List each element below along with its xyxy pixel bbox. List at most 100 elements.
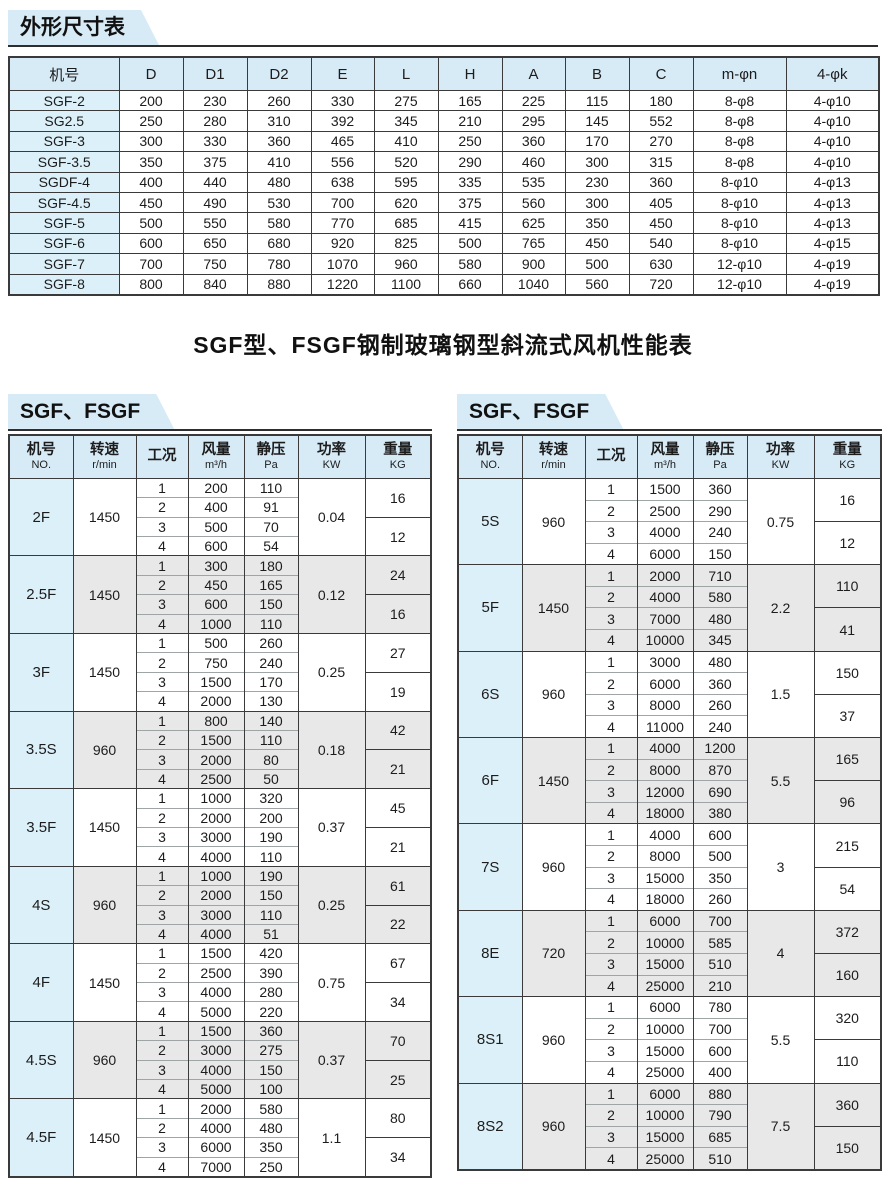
dimension-value-cell: 595 — [373, 171, 438, 193]
performance-airflow-cell: 6000 — [636, 542, 693, 565]
performance-weight-cell: 16 — [364, 477, 431, 518]
performance-airflow-cell: 4000 — [187, 982, 244, 1002]
performance-airflow-cell: 800 — [187, 710, 244, 731]
dimension-value-cell: 880 — [246, 273, 311, 295]
dimension-table-row: SGF-3.5 350 375 410 556 520 290 460 300 315 8-φ8 4-… — [8, 151, 879, 173]
performance-pressure-cell: 110 — [243, 613, 298, 634]
dimension-value-cell: 270 — [628, 130, 693, 152]
performance-table-row: 3 8000 260 37 — [458, 693, 881, 738]
performance-airflow-cell: 1500 — [187, 671, 244, 692]
performance-weight-cell: 110 — [813, 1039, 881, 1084]
performance-power-cell: 4 — [746, 909, 814, 997]
performance-airflow-cell: 600 — [187, 536, 244, 556]
dimension-value-cell: 625 — [501, 212, 565, 234]
performance-speed-cell: 960 — [521, 823, 585, 911]
performance-airflow-cell: 1000 — [187, 865, 244, 886]
performance-column-header: 重量 KG — [364, 434, 431, 479]
performance-table-row: 4 25000 510 — [458, 1147, 881, 1170]
performance-airflow-cell: 4000 — [636, 823, 693, 846]
performance-condition-cell: 4 — [584, 542, 637, 565]
performance-pressure-cell: 290 — [692, 499, 747, 522]
performance-table-row: 2 8000 500 — [458, 845, 881, 868]
performance-table-left: 机号 NO. 转速 r/min 工况 风量 m³/h 静压 Pa 功率 KW 重量 KG 2F 1450 1… — [8, 433, 432, 1178]
dimension-value-cell: 650 — [182, 232, 247, 254]
performance-condition-cell: 1 — [135, 1098, 188, 1119]
dimension-section-rule: 外形尺寸表 — [8, 10, 878, 47]
performance-condition-cell: 1 — [584, 564, 637, 587]
performance-speed-cell: 1450 — [521, 737, 585, 824]
performance-condition-cell: 3 — [135, 516, 188, 537]
performance-airflow-cell: 2000 — [187, 1098, 244, 1119]
performance-right-rule: SGF、FSGF — [457, 394, 882, 431]
performance-power-cell: 1.1 — [297, 1098, 365, 1177]
performance-condition-cell: 4 — [584, 715, 637, 738]
performance-model-cell: 7S — [457, 823, 522, 911]
performance-model-cell: 5S — [457, 477, 522, 565]
dimension-value-cell: 210 — [437, 110, 502, 132]
performance-airflow-cell: 2500 — [187, 768, 244, 789]
performance-condition-cell: 3 — [584, 1039, 637, 1062]
dimension-value-cell: 765 — [501, 232, 565, 254]
performance-pressure-cell: 240 — [243, 652, 298, 673]
performance-table-row: 2 2500 290 — [458, 499, 881, 522]
dimension-column-header: C — [628, 56, 693, 91]
dimension-column-header: A — [501, 56, 565, 91]
performance-column-header: 工况 — [135, 434, 188, 479]
performance-airflow-cell: 15000 — [636, 952, 693, 976]
performance-table-row: 4 11000 240 — [458, 715, 881, 738]
performance-pressure-cell: 190 — [243, 826, 298, 847]
performance-pressure-cell: 400 — [692, 1060, 747, 1084]
page-title: SGF型、FSGF钢制玻璃钢型斜流式风机性能表 — [193, 331, 693, 358]
performance-speed-cell: 1450 — [72, 943, 136, 1022]
dimension-value-cell: 825 — [373, 232, 438, 254]
performance-table-row: 3F 1450 1 500 260 0.25 27 — [8, 633, 431, 712]
performance-pressure-cell: 580 — [243, 1098, 298, 1119]
dimension-value-cell: 450 — [118, 191, 183, 213]
dimension-value-cell: 1220 — [310, 273, 374, 295]
performance-airflow-cell: 2500 — [636, 499, 693, 522]
performance-airflow-cell: 5000 — [187, 1079, 244, 1099]
performance-condition-cell: 3 — [135, 904, 188, 925]
performance-condition-cell: 4 — [135, 846, 188, 867]
performance-table-row: 2 10000 790 — [458, 1104, 881, 1127]
performance-table-row: 2 2000 200 — [9, 807, 431, 828]
performance-condition-cell: 2 — [135, 497, 188, 518]
dimension-value-cell: 4-φ13 — [785, 191, 879, 213]
performance-airflow-cell: 2000 — [187, 885, 244, 905]
performance-table-row: 3 4000 280 34 — [9, 982, 431, 1022]
dimension-column-header: 4-φk — [785, 56, 879, 91]
performance-power-cell: 1.5 — [746, 650, 814, 738]
performance-power-cell: 0.04 — [297, 477, 365, 556]
performance-condition-cell: 2 — [135, 574, 188, 595]
performance-column-header: 机号 NO. — [457, 434, 522, 479]
performance-airflow-cell: 10000 — [636, 931, 693, 954]
dimension-table-row: SGF-8 800 840 880 1220 1100 660 1040 560 720 12-φ1… — [8, 273, 879, 295]
dimension-value-cell: 490 — [182, 191, 247, 213]
performance-speed-cell: 1450 — [72, 555, 136, 634]
dimension-value-cell: 230 — [182, 89, 247, 111]
performance-pressure-cell: 880 — [692, 1082, 747, 1105]
dimension-table-row: SGF-2 200 230 260 330 275 165 225 115 180 8-φ8 4-φ1… — [8, 89, 879, 111]
performance-table-row: 3 15000 350 54 — [458, 866, 881, 911]
performance-weight-cell: 16 — [364, 594, 431, 634]
performance-airflow-cell: 3000 — [187, 1040, 244, 1061]
performance-pressure-cell: 140 — [243, 710, 298, 731]
performance-model-cell: 2.5F — [8, 555, 73, 634]
performance-airflow-cell: 8000 — [636, 693, 693, 716]
dimension-column-header: m-φn — [692, 56, 786, 91]
dimension-value-cell: 530 — [246, 191, 311, 213]
performance-pressure-cell: 110 — [243, 904, 298, 925]
performance-weight-cell: 150 — [813, 1125, 881, 1170]
performance-weight-cell: 19 — [364, 671, 431, 712]
performance-airflow-cell: 3000 — [187, 904, 244, 925]
performance-pressure-cell: 260 — [692, 693, 747, 716]
performance-pressure-cell: 345 — [692, 629, 747, 652]
performance-speed-cell: 720 — [521, 909, 585, 997]
dimension-value-cell: 8-φ10 — [692, 191, 786, 213]
performance-column-header: 静压 Pa — [243, 434, 298, 479]
performance-table-row: 2 6000 360 — [458, 672, 881, 695]
performance-weight-cell: 12 — [813, 521, 881, 565]
performance-table-row: 2F 1450 1 200 110 0.04 16 — [8, 477, 431, 556]
performance-pressure-cell: 585 — [692, 931, 747, 954]
